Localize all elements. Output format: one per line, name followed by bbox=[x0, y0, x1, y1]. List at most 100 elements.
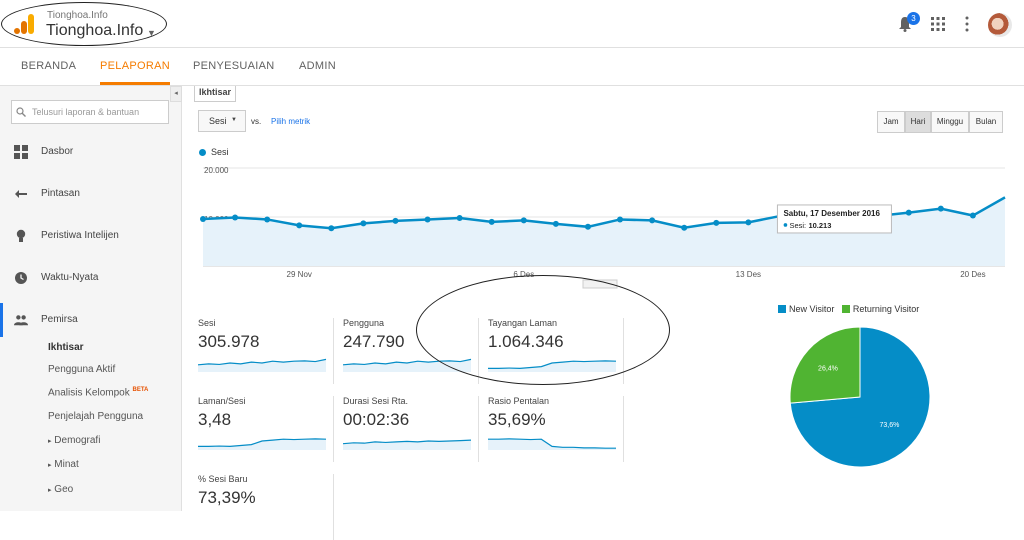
sparkline-line bbox=[198, 358, 327, 366]
sparkline-area bbox=[343, 359, 471, 372]
metric-select[interactable]: Sesi bbox=[198, 110, 246, 132]
tab-ikhtisar[interactable]: Ikhtisar bbox=[194, 86, 237, 102]
more-vert-icon[interactable] bbox=[964, 16, 970, 32]
metric-sesi-baru[interactable]: % Sesi Baru 73,39% bbox=[198, 474, 334, 540]
grid-icon bbox=[14, 145, 28, 159]
tab-penyesuaian[interactable]: PENYESUAIAN bbox=[193, 60, 275, 72]
metric-value: 3,48 bbox=[198, 410, 232, 429]
sparkline-line bbox=[488, 438, 616, 449]
sparkline bbox=[198, 358, 327, 372]
y-tick-label: 20.000 bbox=[204, 166, 229, 175]
visitor-pie-chart[interactable]: 73,6% 26,4% bbox=[790, 326, 930, 468]
sidebar-item-label: Waktu-Nyata bbox=[41, 272, 99, 283]
sidebar-subitem-minat[interactable]: ▸ Minat bbox=[48, 459, 79, 470]
tab-pelaporan[interactable]: PELAPORAN bbox=[100, 48, 170, 85]
avatar[interactable] bbox=[988, 13, 1012, 37]
sidebar-subitem-geo[interactable]: ▸ Geo bbox=[48, 484, 73, 495]
sidebar-item-dasbor[interactable]: Dasbor bbox=[0, 135, 182, 169]
metric-laman-sesi[interactable]: Laman/Sesi 3,48 bbox=[198, 396, 334, 462]
legend-swatch-returning-visitor bbox=[841, 305, 850, 313]
data-point bbox=[392, 217, 399, 224]
sidebar-item-pemirsa[interactable]: Pemirsa bbox=[0, 303, 182, 337]
vs-label: vs. bbox=[251, 117, 262, 126]
tab-admin[interactable]: ADMIN bbox=[299, 60, 336, 72]
data-point bbox=[649, 217, 656, 224]
metric-value: 73,39% bbox=[198, 488, 256, 507]
data-point bbox=[232, 214, 239, 221]
time-button-minggu[interactable]: Minggu bbox=[931, 111, 969, 133]
series-area bbox=[203, 197, 1005, 266]
sidebar-item-label: Peristiwa Intelijen bbox=[41, 230, 119, 241]
x-tick-label: 29 Nov bbox=[287, 270, 312, 279]
x-tick-label: 20 Des bbox=[960, 270, 985, 279]
legend-new-visitor[interactable]: New Visitor bbox=[789, 304, 835, 314]
clock-icon bbox=[15, 272, 27, 284]
sparkline-line bbox=[343, 439, 472, 445]
annotation-ellipse bbox=[1, 2, 167, 46]
sidebar-subitem-penjelajah-pengguna[interactable]: Penjelajah Pengguna bbox=[48, 411, 144, 422]
sparkline bbox=[198, 438, 327, 450]
sidebar-subitem-analisis-kelompok[interactable]: Analisis Kelompok BETA bbox=[48, 387, 148, 398]
caret-right-icon: ▸ bbox=[48, 462, 52, 469]
sidebar-subitem-label: Geo bbox=[54, 484, 74, 495]
series-legend-dot bbox=[199, 149, 206, 156]
top-bar: Tionghoa.Info Tionghoa.Info ▼ 3 bbox=[0, 0, 1024, 48]
data-point bbox=[328, 225, 335, 232]
series-legend-label[interactable]: Sesi bbox=[211, 147, 229, 157]
metric-sesi[interactable]: Sesi 305.978 bbox=[198, 318, 334, 384]
metric-pengguna[interactable]: Pengguna 247.790 bbox=[343, 318, 479, 384]
legend-returning-visitor[interactable]: Returning Visitor bbox=[852, 304, 920, 314]
metric-value: 35,69% bbox=[488, 410, 546, 429]
sidebar-subitem-label: Minat bbox=[54, 459, 79, 470]
data-point bbox=[969, 212, 976, 219]
sidebar-item-label: Dasbor bbox=[41, 146, 74, 157]
time-button-hari[interactable]: Hari bbox=[905, 111, 931, 133]
metric-name: Pengguna bbox=[343, 318, 385, 328]
search-input[interactable]: Telusuri laporan & bantuan bbox=[11, 100, 169, 124]
apps-grid-icon[interactable] bbox=[931, 17, 945, 31]
sidebar-item-waktu-nyata[interactable]: Waktu-Nyata bbox=[0, 261, 182, 295]
sidebar-item-pintasan[interactable]: Pintasan bbox=[0, 177, 182, 211]
data-point bbox=[552, 220, 559, 227]
data-point bbox=[681, 224, 688, 231]
sidebar-item-label: Pintasan bbox=[41, 188, 80, 199]
data-point bbox=[520, 217, 527, 224]
sparkline-area bbox=[488, 438, 616, 450]
sparkline-line bbox=[198, 438, 327, 448]
pie-slice-label: 73,6% bbox=[879, 422, 899, 429]
metric-rasio-pentalan[interactable]: Rasio Pentalan 35,69% bbox=[488, 396, 624, 462]
data-point bbox=[200, 215, 206, 222]
caret-right-icon: ▸ bbox=[48, 438, 52, 445]
pie-slice-label: 26,4% bbox=[818, 366, 838, 373]
beta-badge: BETA bbox=[132, 387, 149, 393]
sidebar-collapse-button[interactable]: ◂ bbox=[170, 86, 182, 102]
sparkline-area bbox=[198, 438, 326, 450]
metric-name: Laman/Sesi bbox=[198, 396, 246, 406]
sidebar-subitem-pengguna-aktif[interactable]: Pengguna Aktif bbox=[48, 364, 116, 375]
tooltip-title: Sabtu, 17 Desember 2016 bbox=[783, 209, 880, 218]
tab-beranda[interactable]: BERANDA bbox=[21, 60, 77, 72]
sidebar-subitem-demografi[interactable]: ▸ Demografi bbox=[48, 435, 100, 446]
caret-right-icon: ▸ bbox=[48, 487, 52, 494]
sidebar-item-peristiwa-intelijen[interactable]: Peristiwa Intelijen bbox=[0, 219, 182, 253]
data-point bbox=[905, 209, 912, 216]
sparkline bbox=[488, 438, 616, 450]
sidebar-subitem-ikhtisar[interactable]: Ikhtisar bbox=[48, 342, 84, 353]
metric-value: 00:02:36 bbox=[343, 410, 410, 429]
time-button-bulan[interactable]: Bulan bbox=[969, 111, 1003, 133]
data-point bbox=[745, 219, 752, 226]
sparkline-area bbox=[198, 359, 326, 372]
tooltip-value: 10.213 bbox=[808, 221, 831, 230]
data-point bbox=[456, 214, 463, 221]
chevron-down-icon[interactable]: ▼ bbox=[231, 117, 237, 123]
annotation-ellipse bbox=[416, 275, 670, 385]
sparkline-area bbox=[343, 440, 471, 450]
pick-metric-link[interactable]: Pilih metrik bbox=[271, 117, 311, 126]
metric-name: Durasi Sesi Rta. bbox=[343, 396, 409, 406]
metric-durasi-sesi[interactable]: Durasi Sesi Rta. 00:02:36 bbox=[343, 396, 479, 462]
metric-name: % Sesi Baru bbox=[198, 474, 248, 484]
x-tick-label: 6 Des bbox=[513, 270, 534, 279]
sidebar-subitem-label: Analisis Kelompok bbox=[48, 387, 130, 399]
time-button-jam[interactable]: Jam bbox=[877, 111, 905, 133]
